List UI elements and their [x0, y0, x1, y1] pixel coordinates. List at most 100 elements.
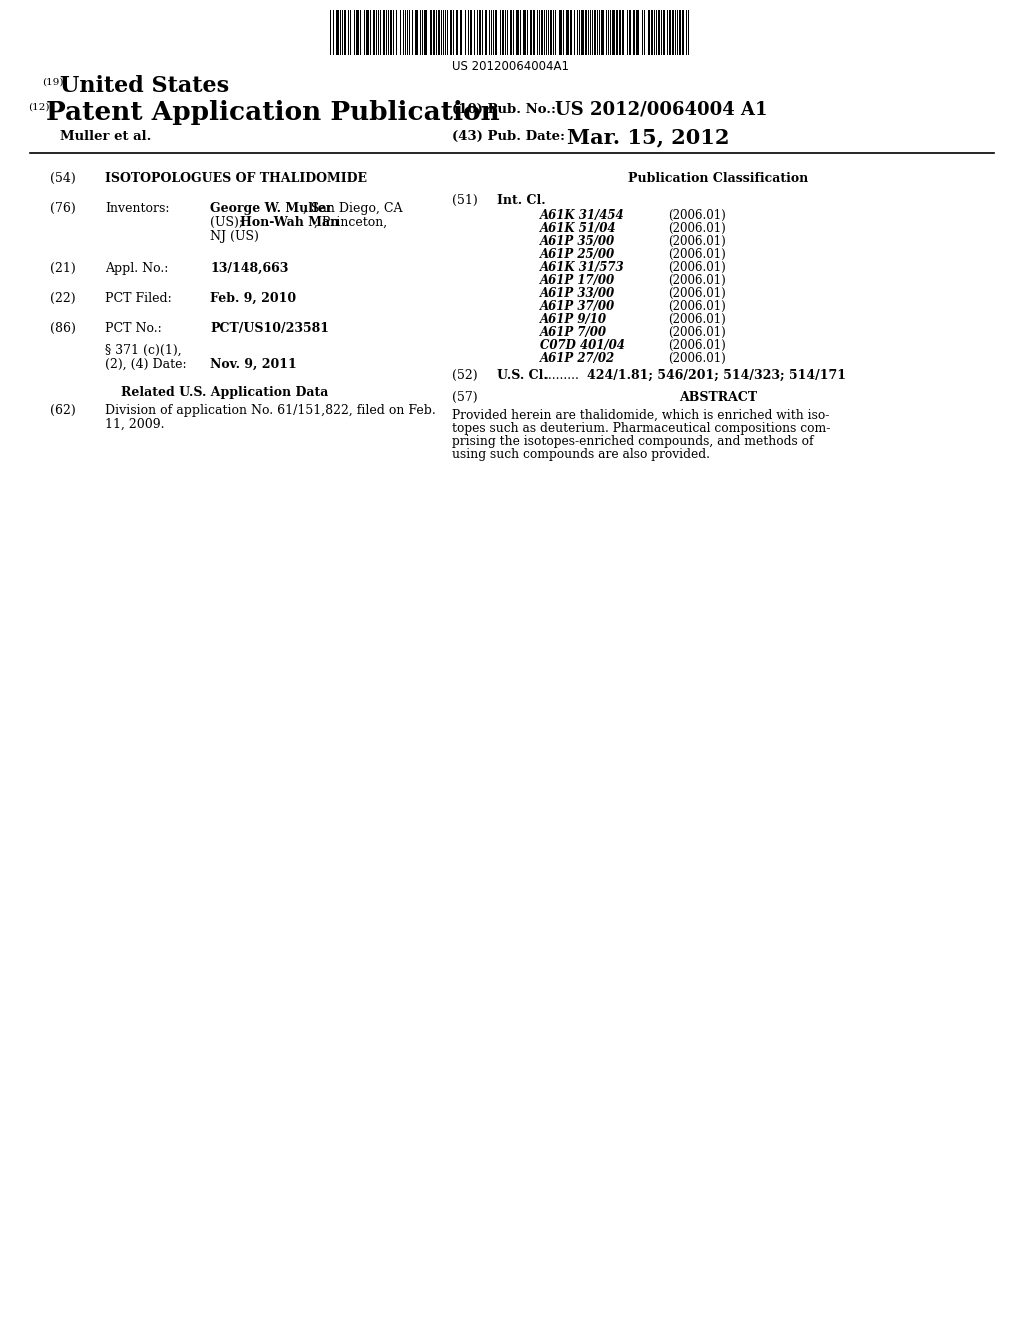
Text: (2006.01): (2006.01) [668, 275, 726, 286]
Text: Division of application No. 61/151,822, filed on Feb.: Division of application No. 61/151,822, … [105, 404, 436, 417]
Text: A61K 31/454: A61K 31/454 [540, 209, 625, 222]
Bar [366, 11, 369, 55]
Text: PCT Filed:: PCT Filed: [105, 292, 172, 305]
Bar [633, 11, 635, 55]
Text: 11, 2009.: 11, 2009. [105, 418, 165, 432]
Bar [594, 11, 596, 55]
Text: using such compounds are also provided.: using such compounds are also provided. [452, 447, 710, 461]
Text: (2006.01): (2006.01) [668, 222, 726, 235]
Text: US 20120064004A1: US 20120064004A1 [452, 59, 568, 73]
Bar [344, 11, 346, 55]
Text: (2), (4) Date:: (2), (4) Date: [105, 358, 186, 371]
Bar [618, 11, 621, 55]
Text: (2006.01): (2006.01) [668, 352, 726, 366]
Text: A61P 9/10: A61P 9/10 [540, 313, 607, 326]
Text: prising the isotopes-enriched compounds, and methods of: prising the isotopes-enriched compounds,… [452, 436, 813, 447]
Text: (19): (19) [42, 78, 63, 87]
Text: Feb. 9, 2010: Feb. 9, 2010 [210, 292, 296, 305]
Text: A61P 33/00: A61P 33/00 [540, 286, 615, 300]
Text: , Princeton,: , Princeton, [314, 216, 387, 228]
Text: A61P 27/02: A61P 27/02 [540, 352, 615, 366]
Bar [485, 11, 487, 55]
Bar [470, 11, 472, 55]
Bar [616, 11, 618, 55]
Bar [672, 11, 674, 55]
Text: (57): (57) [452, 391, 477, 404]
Text: Muller et al.: Muller et al. [60, 129, 152, 143]
Bar [663, 11, 665, 55]
Text: A61P 37/00: A61P 37/00 [540, 300, 615, 313]
Text: A61P 17/00: A61P 17/00 [540, 275, 615, 286]
Bar [450, 11, 452, 55]
Bar [516, 11, 519, 55]
Bar [550, 11, 552, 55]
Text: Hon-Wah Man: Hon-Wah Man [240, 216, 339, 228]
Text: Int. Cl.: Int. Cl. [497, 194, 546, 207]
Bar [559, 11, 562, 55]
Bar [682, 11, 684, 55]
Bar [679, 11, 681, 55]
Bar [651, 11, 653, 55]
Text: (2006.01): (2006.01) [668, 339, 726, 352]
Bar [523, 11, 526, 55]
Text: (2006.01): (2006.01) [668, 300, 726, 313]
Bar [534, 11, 535, 55]
Bar [424, 11, 427, 55]
Text: Patent Application Publication: Patent Application Publication [46, 100, 500, 125]
Text: George W. Muller: George W. Muller [210, 202, 333, 215]
Text: U.S. Cl.: U.S. Cl. [497, 370, 548, 381]
Text: (2006.01): (2006.01) [668, 313, 726, 326]
Text: Mar. 15, 2012: Mar. 15, 2012 [567, 127, 729, 147]
Bar [648, 11, 650, 55]
Bar [456, 11, 458, 55]
Text: (2006.01): (2006.01) [668, 248, 726, 261]
Text: topes such as deuterium. Pharmaceutical compositions com-: topes such as deuterium. Pharmaceutical … [452, 422, 830, 436]
Text: .........: ......... [545, 370, 580, 381]
Text: § 371 (c)(1),: § 371 (c)(1), [105, 345, 181, 356]
Text: (US);: (US); [210, 216, 247, 228]
Bar [356, 11, 359, 55]
Text: Related U.S. Application Data: Related U.S. Application Data [121, 385, 329, 399]
Text: (51): (51) [452, 194, 478, 207]
Text: C07D 401/04: C07D 401/04 [540, 339, 625, 352]
Bar [622, 11, 624, 55]
Bar [636, 11, 639, 55]
Text: ISOTOPOLOGUES OF THALIDOMIDE: ISOTOPOLOGUES OF THALIDOMIDE [105, 172, 367, 185]
Text: A61P 7/00: A61P 7/00 [540, 326, 607, 339]
Text: Nov. 9, 2011: Nov. 9, 2011 [210, 358, 297, 371]
Text: Appl. No.:: Appl. No.: [105, 261, 168, 275]
Text: A61K 51/04: A61K 51/04 [540, 222, 616, 235]
Text: NJ (US): NJ (US) [210, 230, 259, 243]
Text: (54): (54) [50, 172, 76, 185]
Text: (76): (76) [50, 202, 76, 215]
Text: (22): (22) [50, 292, 76, 305]
Text: (2006.01): (2006.01) [668, 326, 726, 339]
Text: A61P 25/00: A61P 25/00 [540, 248, 615, 261]
Bar [336, 11, 339, 55]
Text: (2006.01): (2006.01) [668, 286, 726, 300]
Text: (2006.01): (2006.01) [668, 261, 726, 275]
Text: A61P 35/00: A61P 35/00 [540, 235, 615, 248]
Text: , San Diego, CA: , San Diego, CA [303, 202, 402, 215]
Text: (2006.01): (2006.01) [668, 209, 726, 222]
Bar [585, 11, 587, 55]
Bar [669, 11, 671, 55]
Text: (43) Pub. Date:: (43) Pub. Date: [452, 129, 565, 143]
Bar [502, 11, 504, 55]
Bar [530, 11, 532, 55]
Bar [510, 11, 512, 55]
Bar [415, 11, 418, 55]
Bar [629, 11, 631, 55]
Text: (62): (62) [50, 404, 76, 417]
Text: 13/148,663: 13/148,663 [210, 261, 289, 275]
Bar [460, 11, 462, 55]
Text: (21): (21) [50, 261, 76, 275]
Text: PCT No.:: PCT No.: [105, 322, 162, 335]
Bar [566, 11, 569, 55]
Bar [438, 11, 440, 55]
Text: US 2012/0064004 A1: US 2012/0064004 A1 [555, 102, 768, 119]
Bar [373, 11, 375, 55]
Bar [570, 11, 572, 55]
Bar [612, 11, 615, 55]
Text: PCT/US10/23581: PCT/US10/23581 [210, 322, 329, 335]
